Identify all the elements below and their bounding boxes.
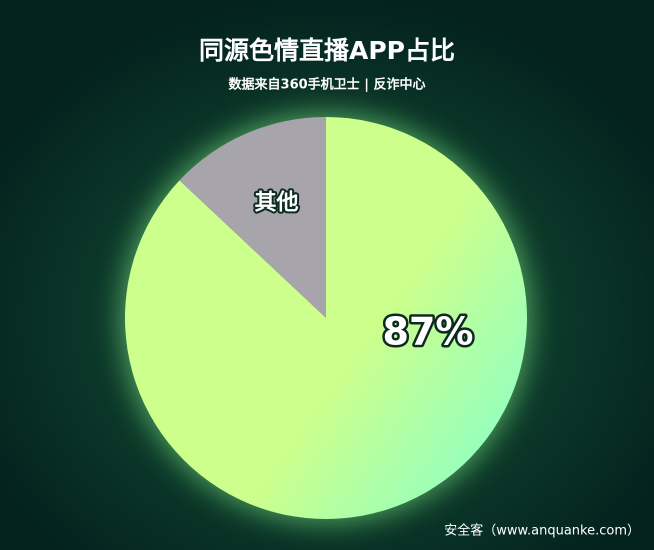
watermark: 安全客（www.anquanke.com）: [444, 523, 640, 539]
chart-title: 同源色情直播APP占比: [199, 36, 455, 65]
slice-label: 其他: [254, 191, 298, 216]
chart-subtitle: 数据来自360手机卫士 | 反诈中心: [229, 77, 426, 93]
pie-slice: [179, 117, 326, 318]
pie-slice: [124, 117, 527, 519]
data-label: 87%: [383, 310, 474, 354]
